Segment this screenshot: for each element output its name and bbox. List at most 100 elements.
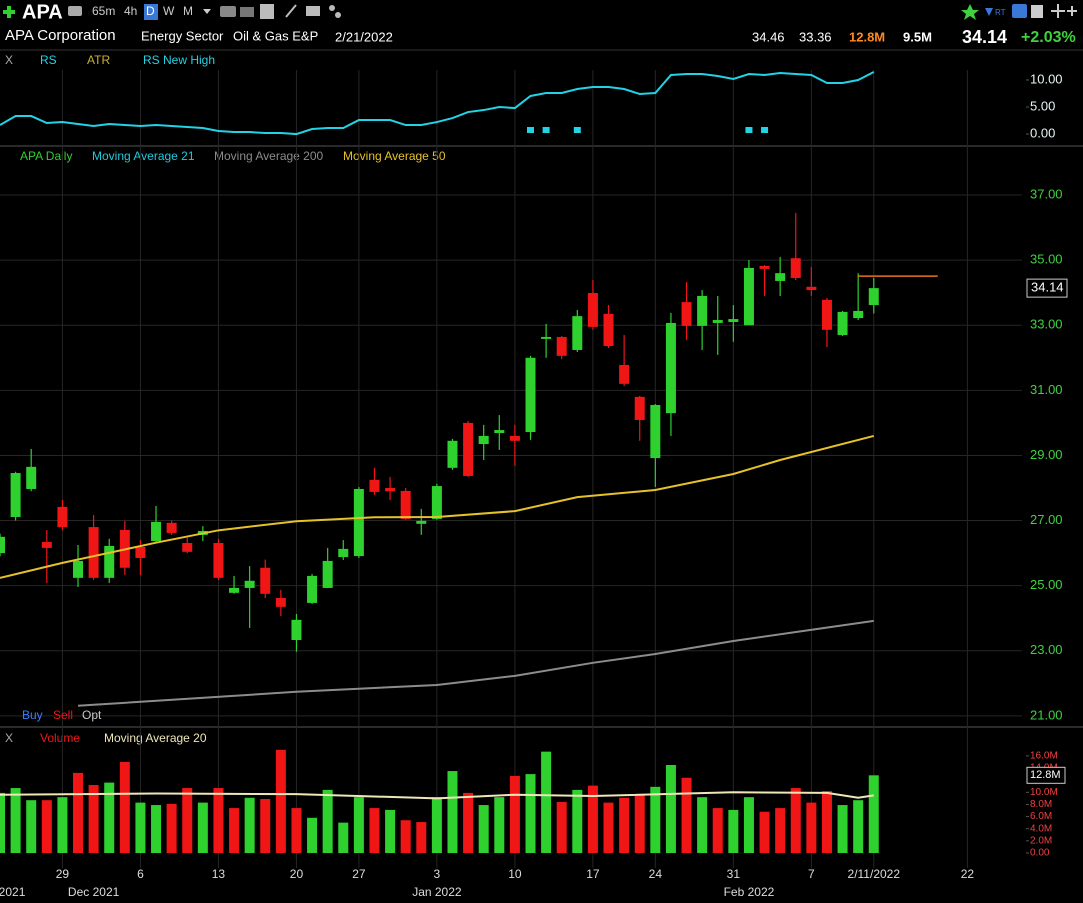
candle-body xyxy=(821,299,832,330)
rs-line xyxy=(0,71,875,136)
legend-entry[interactable]: ATR xyxy=(87,53,110,67)
candle-body xyxy=(525,357,536,433)
icon[interactable] xyxy=(306,6,320,16)
volume-bar xyxy=(541,751,552,853)
legend-entry[interactable]: RS New High xyxy=(143,53,215,67)
volume-bar xyxy=(41,800,52,853)
y-tick-label: 27.00 xyxy=(1030,512,1063,527)
icon[interactable] xyxy=(1031,5,1043,18)
volume-bar xyxy=(307,817,318,853)
volume-bar xyxy=(260,798,271,853)
legend-entry[interactable]: Moving Average 200 xyxy=(214,149,324,163)
icon[interactable] xyxy=(335,12,341,18)
icon[interactable] xyxy=(220,6,236,17)
volume-bar xyxy=(853,800,864,853)
icon[interactable] xyxy=(68,6,82,16)
volume-bar xyxy=(182,788,193,853)
candle-body xyxy=(572,316,583,350)
x-tick-label: 29 xyxy=(56,867,70,881)
volume-bar xyxy=(821,791,832,853)
icon[interactable] xyxy=(329,5,335,11)
candle-body xyxy=(478,435,489,445)
order-button[interactable]: Sell xyxy=(53,708,73,722)
candle-body xyxy=(697,295,708,326)
icon[interactable] xyxy=(985,8,993,16)
add-icon[interactable] xyxy=(3,6,15,18)
candle-body xyxy=(182,543,193,552)
icon[interactable] xyxy=(1012,4,1027,18)
candle-body xyxy=(775,273,786,281)
legend-entry[interactable]: Volume xyxy=(40,731,80,745)
order-button[interactable]: Opt xyxy=(82,708,102,722)
candle-body xyxy=(541,336,552,339)
legend-entry[interactable]: Moving Average 21 xyxy=(92,149,195,163)
moving-average xyxy=(0,434,875,579)
candle-body xyxy=(712,320,723,323)
candle-body xyxy=(790,258,801,279)
volume-bar xyxy=(463,792,474,853)
icon[interactable] xyxy=(1067,6,1077,16)
timeframe[interactable]: 4h xyxy=(124,4,137,18)
volume-bar xyxy=(806,802,817,853)
volume-bar xyxy=(229,808,240,853)
candle-body xyxy=(338,548,349,558)
ticker[interactable]: APA xyxy=(22,1,63,23)
legend-entry[interactable]: APA Daily xyxy=(20,149,72,163)
avg-volume: 9.5M xyxy=(903,29,932,44)
icon[interactable] xyxy=(240,7,254,17)
y-tick-label: 16.0M xyxy=(1030,751,1058,762)
y-tick-label: 37.00 xyxy=(1030,186,1063,201)
timeframe[interactable]: M xyxy=(183,4,193,18)
order-button[interactable]: Buy xyxy=(22,708,43,722)
volume-bar xyxy=(400,820,411,853)
volume-bar xyxy=(650,786,661,853)
y-tick-label: 2.0M xyxy=(1030,836,1052,847)
timeframe[interactable]: 65m xyxy=(92,4,115,18)
volume-bar xyxy=(603,802,614,853)
legend-entry[interactable]: Moving Average 50 xyxy=(343,149,446,163)
y-tick-label: 0.00 xyxy=(1030,125,1055,140)
volume-bar xyxy=(416,822,427,853)
volume-bar xyxy=(385,809,396,853)
candle-body xyxy=(73,560,84,578)
volume-bar xyxy=(26,800,37,853)
volume-bar xyxy=(509,775,520,853)
candle-body xyxy=(10,473,21,517)
dropdown-icon[interactable] xyxy=(203,9,211,14)
close-button[interactable]: X xyxy=(5,53,13,67)
rt-label[interactable]: RT xyxy=(995,8,1006,17)
volume-bar xyxy=(244,797,255,853)
candle-body xyxy=(151,521,162,542)
candle-body xyxy=(619,364,630,384)
icon[interactable] xyxy=(1051,4,1065,18)
icon[interactable] xyxy=(285,4,297,18)
candle-body xyxy=(837,311,848,336)
timeframe[interactable]: D xyxy=(146,4,155,18)
watch-icon[interactable] xyxy=(961,4,979,20)
legend-entry[interactable]: RS xyxy=(40,53,57,67)
candle-body xyxy=(166,522,177,533)
volume-bar xyxy=(104,782,115,853)
candle-body xyxy=(322,560,333,588)
candle-body xyxy=(353,488,364,557)
legend-entry[interactable]: Moving Average 20 xyxy=(104,731,207,745)
candle-body xyxy=(556,336,567,356)
volume-bar xyxy=(0,792,5,853)
candle-body xyxy=(634,396,645,420)
y-tick-label: 35.00 xyxy=(1030,252,1063,267)
last-price: 34.14 xyxy=(962,27,1007,47)
volume-bar xyxy=(775,808,786,853)
new-high-marker xyxy=(745,127,753,133)
icon[interactable] xyxy=(260,4,274,19)
timeframe[interactable]: W xyxy=(163,4,175,18)
candle-body xyxy=(759,265,770,269)
volume-bar xyxy=(790,788,801,853)
x-tick-label: 31 xyxy=(727,867,741,881)
volume-tag-box xyxy=(1026,766,1066,784)
candle-body xyxy=(868,288,879,306)
candle-body xyxy=(41,542,52,548)
volume-bar xyxy=(57,797,68,853)
candle-body xyxy=(665,322,676,414)
close-button[interactable]: X xyxy=(5,731,13,745)
